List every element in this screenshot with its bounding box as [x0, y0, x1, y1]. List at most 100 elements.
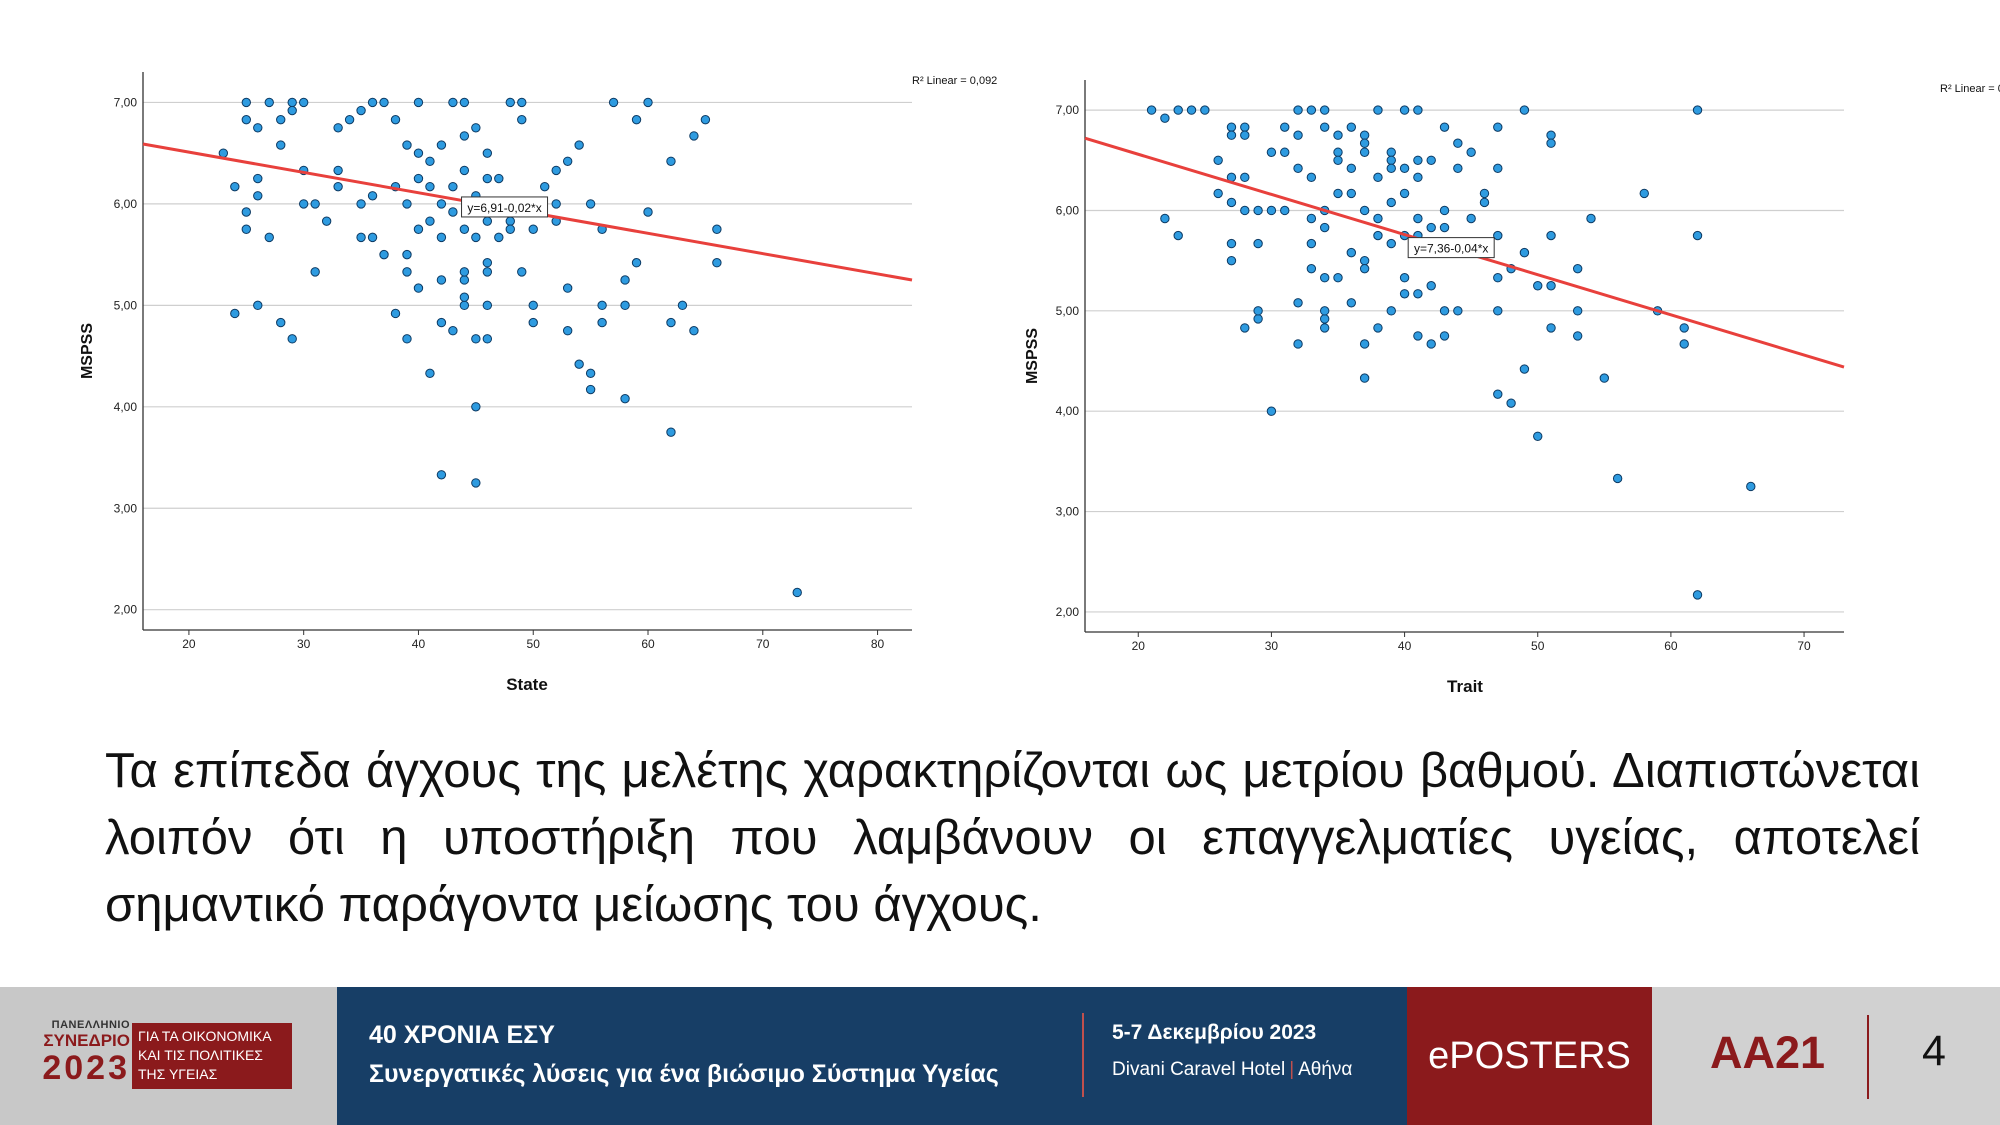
data-point: [1293, 339, 1303, 349]
data-point: [402, 249, 412, 260]
data-point: [643, 97, 653, 108]
data-point: [1426, 281, 1436, 291]
data-point: [1519, 364, 1530, 374]
data-point: [700, 114, 711, 125]
data-point: [1333, 188, 1343, 199]
x-tick-label: 60: [1664, 639, 1678, 653]
data-point: [1173, 105, 1183, 115]
data-point: [1612, 473, 1623, 484]
equation-label: y=6,91-0,02*x: [467, 201, 541, 215]
data-point: [1386, 147, 1396, 157]
data-point: [1546, 138, 1556, 148]
x-tick-label: 60: [641, 637, 655, 651]
data-point: [1692, 230, 1703, 241]
data-point: [482, 148, 493, 158]
conference-venue: Divani Caravel Hotel | Αθήνα: [1112, 1059, 1352, 1081]
data-point: [390, 308, 401, 319]
data-point: [1293, 105, 1303, 115]
data-point: [689, 326, 699, 336]
venue-city: Αθήνα: [1298, 1059, 1353, 1080]
data-point: [287, 105, 297, 116]
section-label: ePOSTERS: [1407, 987, 1652, 1125]
data-point: [413, 148, 424, 158]
data-point: [298, 97, 309, 108]
data-point: [1426, 339, 1436, 349]
data-point: [1439, 222, 1450, 233]
data-point: [597, 317, 607, 328]
data-point: [1266, 406, 1277, 416]
data-point: [1280, 122, 1290, 132]
equation-box: [461, 196, 549, 218]
data-point: [1240, 323, 1250, 333]
data-point: [1439, 205, 1450, 216]
data-point: [436, 232, 447, 243]
data-point: [1692, 590, 1703, 600]
data-point: [1572, 306, 1583, 316]
data-point: [1493, 389, 1503, 399]
data-point: [585, 384, 596, 395]
data-point: [551, 199, 561, 209]
data-point: [620, 300, 630, 311]
x-tick-label: 20: [1132, 639, 1146, 653]
data-point: [1679, 339, 1689, 349]
data-point: [1306, 172, 1317, 183]
y-tick-label: 3,00: [1056, 505, 1080, 519]
data-point: [436, 199, 447, 209]
data-point: [310, 267, 320, 277]
y-tick-label: 7,00: [114, 95, 138, 109]
data-point: [253, 300, 263, 311]
data-point: [1266, 147, 1277, 157]
data-point: [1399, 289, 1410, 299]
data-point: [413, 224, 424, 234]
data-point: [585, 368, 596, 379]
data-point: [333, 123, 343, 133]
data-point: [1306, 213, 1317, 224]
data-point: [1546, 281, 1556, 291]
data-point: [241, 207, 251, 217]
data-point: [1253, 238, 1263, 249]
data-point: [1493, 273, 1503, 283]
data-point: [1453, 247, 1463, 258]
data-point: [1466, 213, 1476, 224]
data-point: [1306, 238, 1317, 249]
data-point: [1319, 314, 1330, 324]
data-point: [1319, 273, 1330, 283]
data-point: [1359, 147, 1370, 157]
data-point: [1493, 163, 1503, 174]
data-point: [1373, 213, 1383, 224]
data-point: [585, 199, 596, 209]
data-point: [1572, 263, 1583, 274]
x-tick-label: 50: [1531, 639, 1545, 653]
data-point: [448, 97, 458, 108]
data-point: [471, 402, 481, 412]
data-point: [1333, 155, 1343, 165]
logo-box-line: ΚΑΙ ΤΙΣ ΠΟΛΙΤΙΚΕΣ: [138, 1047, 263, 1063]
data-point: [574, 359, 584, 369]
data-point: [1359, 205, 1370, 216]
x-tick-label: 40: [1398, 639, 1412, 653]
logo-box-line: ΤΗΣ ΥΓΕΙΑΣ: [138, 1066, 218, 1082]
data-point: [1546, 230, 1556, 241]
y-tick-label: 4,00: [114, 400, 138, 414]
data-point: [597, 300, 607, 311]
data-point: [1200, 105, 1210, 115]
data-point: [517, 97, 527, 108]
data-point: [1240, 130, 1250, 140]
data-point: [471, 191, 481, 201]
divider: [1867, 1015, 1869, 1099]
data-point: [1386, 306, 1396, 316]
data-point: [287, 97, 297, 108]
data-point: [1346, 122, 1357, 132]
r2-label: R² Linear = 0,173: [1940, 83, 2000, 95]
data-point: [494, 232, 504, 243]
data-point: [1319, 205, 1330, 216]
conference-logo: ΠΑΝΕΛΛΗΝΙΟ ΣΥΝΕΔΡΙΟ 2023 ΓΙΑ ΤΑ ΟΙΚΟΝΟΜΙ…: [0, 987, 337, 1125]
data-point: [436, 317, 447, 328]
data-point: [1506, 398, 1516, 408]
data-point: [505, 97, 515, 108]
data-point: [677, 300, 688, 311]
data-point: [1479, 238, 1490, 249]
data-point: [1373, 105, 1383, 115]
logo-mid-text: ΣΥΝΕΔΡΙΟ: [43, 1031, 130, 1050]
data-point: [448, 326, 458, 336]
